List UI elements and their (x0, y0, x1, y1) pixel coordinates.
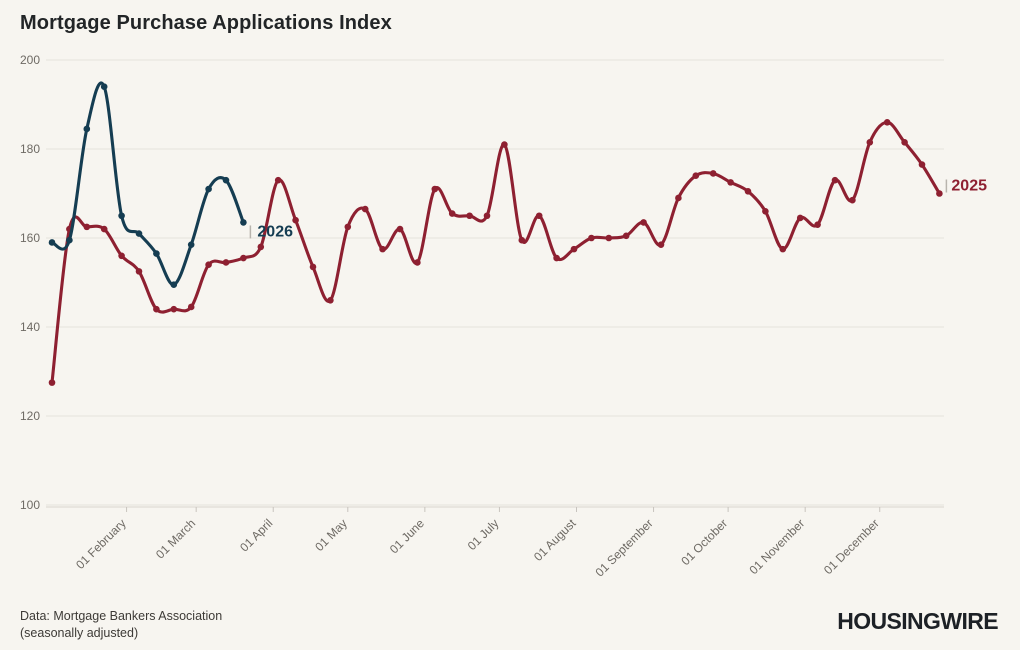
source-line-1: Data: Mortgage Bankers Association (20, 609, 223, 623)
x-axis-label: 01 August (531, 516, 579, 564)
series-2025-point (431, 185, 439, 193)
series-2025-point (83, 223, 91, 231)
series-2025-point (205, 261, 212, 269)
series-2025-point (135, 268, 143, 275)
series-2025-point (588, 234, 595, 242)
x-axis-label: 01 February (73, 516, 129, 572)
series-2026-point (135, 230, 143, 237)
series-2025-point (570, 245, 578, 253)
series-2026-point (222, 176, 230, 184)
x-axis-label: 01 October (678, 516, 730, 568)
x-axis-label: 01 March (153, 516, 198, 561)
series-2025-point (831, 176, 839, 184)
series-2025-point (883, 119, 891, 126)
x-axis-label: 01 November (746, 516, 807, 577)
series-2025-point (222, 259, 230, 266)
series-2025-point (100, 225, 108, 233)
source-note: Data: Mortgage Bankers Association (seas… (20, 608, 1000, 642)
series-2025-point (535, 212, 543, 220)
series-2026-point (240, 219, 247, 226)
x-axis-label: 01 December (821, 516, 882, 577)
series-2025-point (187, 303, 195, 311)
y-axis-label: 160 (20, 231, 40, 245)
series-2025-point (605, 234, 613, 242)
y-axis-label: 100 (20, 498, 40, 512)
y-axis-label: 140 (20, 320, 40, 334)
series-2025-point (709, 170, 717, 177)
series-2025-point (483, 212, 491, 220)
series-2025-point (918, 161, 926, 168)
x-axis-label: 01 June (387, 516, 427, 556)
series-2025-point (414, 259, 421, 266)
series-2025-point (309, 263, 317, 271)
series-2026-point (170, 281, 178, 289)
series-2025-point (118, 252, 125, 260)
series-2025-point (292, 216, 299, 224)
series-2025-line (50, 120, 941, 385)
series-2026-point (100, 83, 108, 90)
x-axis-label: 01 September (592, 516, 655, 579)
series-2026-point (118, 212, 125, 220)
series-2026-line (50, 81, 245, 287)
series-2025-point (622, 232, 630, 240)
y-axis-label: 180 (20, 142, 40, 156)
series-2025-point (796, 214, 804, 222)
series-2025-point (170, 305, 178, 313)
series-2026-point (187, 241, 195, 248)
series-2025-point (936, 190, 943, 197)
series-2025-point (901, 139, 908, 146)
series-label-2026: 2026 (257, 223, 293, 240)
series-2025-point (466, 212, 473, 220)
series-2025-point (675, 194, 682, 202)
series-2025-point (344, 223, 352, 231)
series-2025-point (240, 254, 247, 262)
series-2025-point (727, 179, 734, 186)
series-2025-point (744, 187, 752, 195)
series-2026-point (153, 250, 160, 257)
series-2025-point (396, 225, 404, 233)
series-2026-point (205, 185, 212, 193)
series-2026-point (83, 125, 91, 133)
series-2025-point (640, 219, 647, 226)
series-2025-point (448, 210, 456, 217)
series-2025-point (657, 241, 665, 248)
series-2026-point (48, 239, 56, 246)
chart-title: Mortgage Purchase Applications Index (20, 12, 392, 34)
series-2025-point (274, 176, 282, 184)
series-2026-point (66, 236, 73, 244)
line-chart: 100 120 140 160 180 200 01 February 01 March 01 … (20, 53, 987, 579)
series-2025-point (866, 139, 874, 146)
series-2025-point (327, 297, 334, 304)
series-2025-point (379, 245, 386, 253)
series-label-2025: 2025 (951, 178, 987, 195)
series-2025-point (553, 254, 560, 262)
series-2025-point (762, 208, 769, 215)
source-line-2: (seasonally adjusted) (20, 625, 139, 640)
series-2025-point (257, 243, 265, 251)
series-2025-point (779, 245, 787, 253)
x-axis-label: 01 July (465, 516, 502, 553)
series-2025-point (814, 221, 821, 228)
series-2025-point (361, 205, 369, 213)
series-2025-point (48, 379, 56, 386)
x-axis-label: 01 May (312, 516, 350, 554)
y-axis-label: 200 (20, 53, 40, 67)
series-2025-point (849, 196, 856, 204)
y-axis-label: 120 (20, 409, 40, 423)
housingwire-logo: HOUSINGWIRE (837, 607, 998, 635)
series-2025-point (153, 305, 160, 313)
series-2025-point (518, 236, 526, 244)
x-axis-label: 01 April (237, 516, 275, 554)
series-2025-point (501, 141, 508, 148)
series-2025-point (692, 172, 700, 179)
